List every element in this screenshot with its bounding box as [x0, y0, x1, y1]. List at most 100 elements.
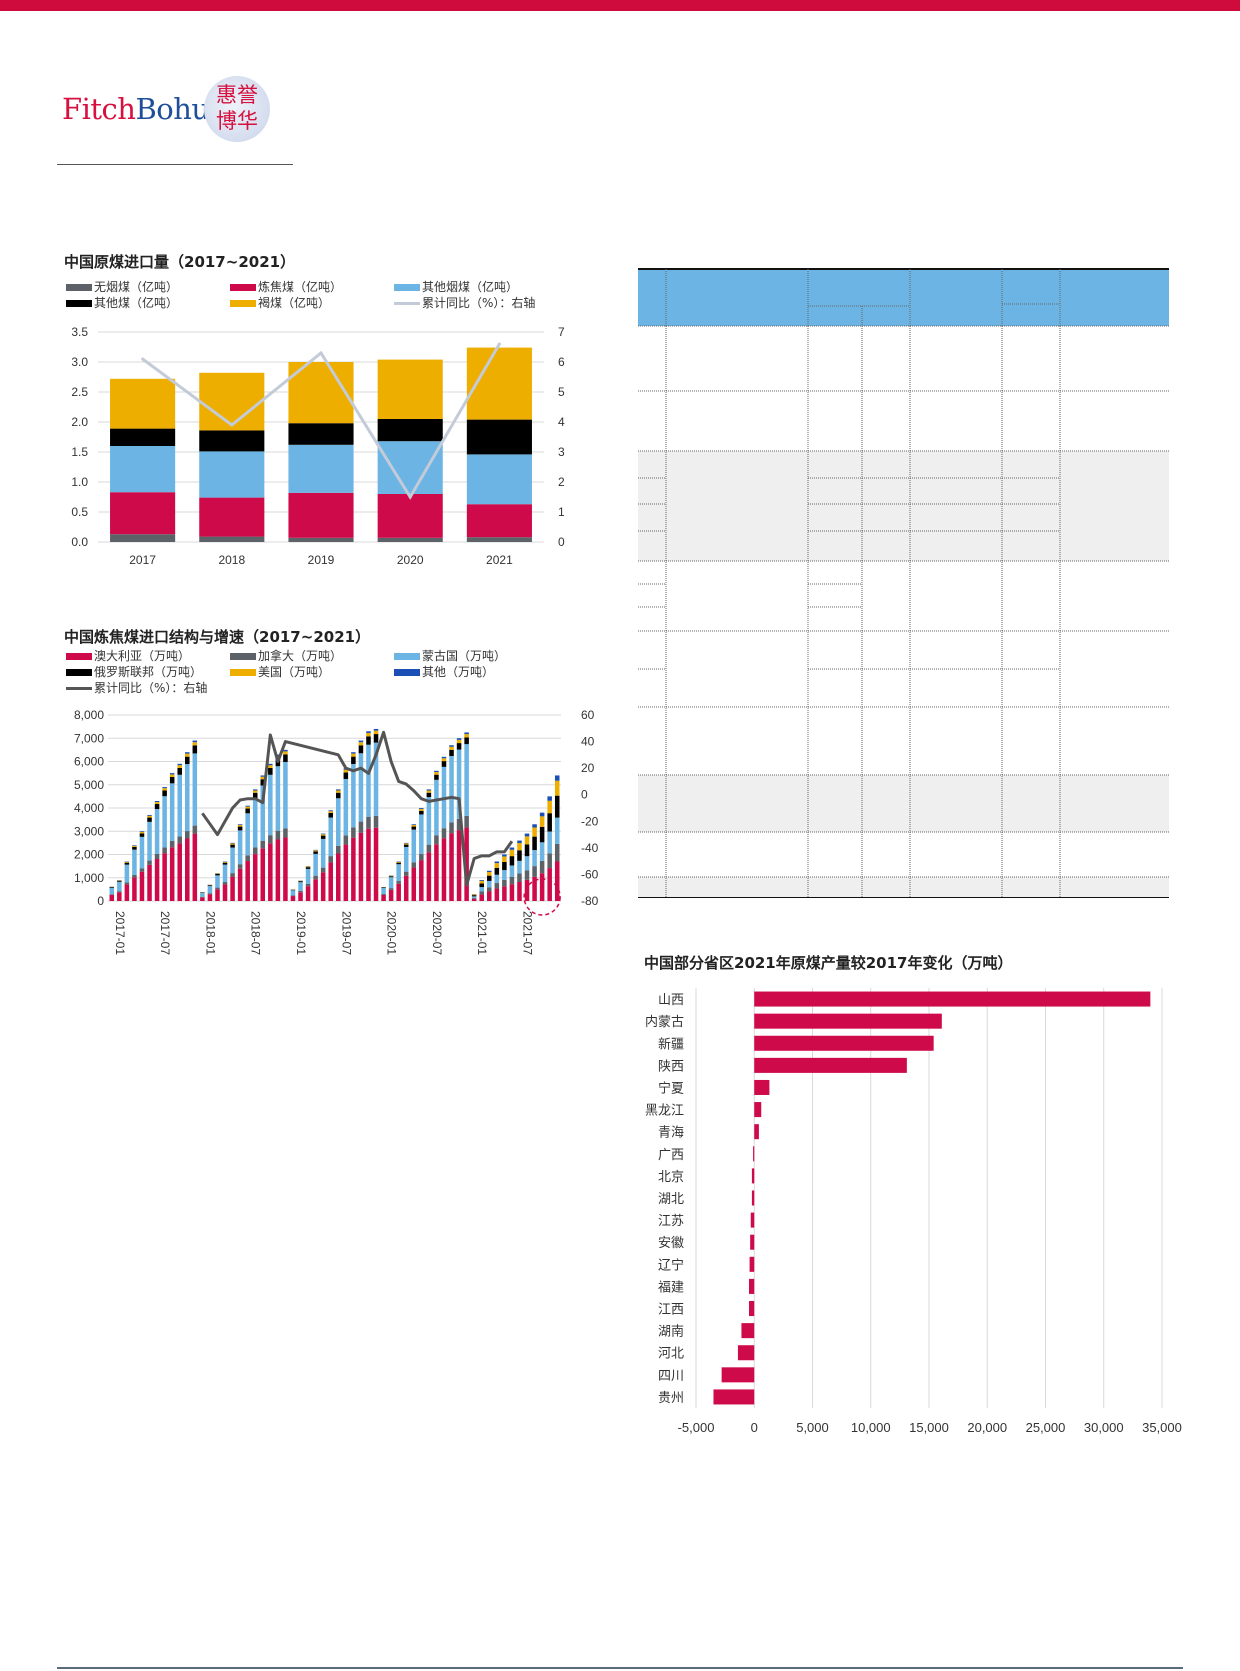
chart2-legend-item-5-swatch: [394, 669, 420, 676]
chart2-bar-0-24: [290, 896, 296, 901]
chart2-bar-0-12: [200, 897, 205, 901]
chart1-bar-2-1: [199, 451, 265, 498]
chart2-bar-5-4: [139, 831, 145, 832]
chart2-bar-0-15: [222, 884, 228, 901]
chart2-bar-4-31: [343, 769, 349, 773]
chart2-bar-4-42: [426, 790, 432, 793]
chart2-bar-1-47: [464, 815, 469, 828]
chart3-xtick-6: 25,000: [1026, 1420, 1066, 1435]
chart2-highlight-circle: [523, 878, 561, 916]
chart2-bar-3-55: [524, 844, 530, 857]
chart2-y2tick-6: 40: [581, 735, 595, 749]
chart2-bar-5-57: [539, 812, 545, 817]
chart3-bar-2: [754, 1035, 934, 1051]
chart2-ytick-4: 4,000: [74, 801, 104, 815]
chart1-legend-item-3: 其他煤（亿吨）: [66, 295, 178, 311]
chart2-bar-4-44: [441, 758, 447, 762]
chart2-bar-2-55: [524, 856, 530, 871]
chart2-bar-2-33: [358, 753, 364, 822]
chart2-bar-0-29: [328, 862, 333, 901]
chart1-legend-item-0-swatch: [66, 284, 92, 291]
chart2-bar-0-36: [381, 894, 386, 901]
chart2-bar-3-0: [109, 887, 115, 888]
chart2-bar-4-54: [517, 843, 522, 851]
chart2-bar-3-44: [441, 761, 447, 767]
chart1-bar-2-3: [377, 441, 443, 494]
chart2-bar-3-26: [305, 867, 311, 869]
chart1-bar-2-4: [466, 454, 532, 505]
chart1-y2tick-0: 0: [558, 535, 565, 549]
chart2-bar-2-2: [124, 864, 130, 883]
chart2-bar-5-49: [479, 880, 484, 881]
chart2-bar-1-51: [494, 883, 500, 889]
chart2-bar-0-30: [336, 853, 341, 901]
chart2-bar-2-21: [268, 774, 273, 836]
chart2-bar-4-34: [366, 732, 371, 737]
chart3-category-16: 河北: [658, 1346, 684, 1361]
chart1-legend-item-2: 其他烟煤（亿吨）: [394, 279, 518, 295]
chart2-bar-2-45: [449, 756, 454, 823]
chart2-bar-1-34: [366, 816, 371, 829]
chart2-bar-3-46: [456, 743, 462, 750]
chart1-legend-item-0-label: 无烟煤（亿吨）: [94, 280, 179, 294]
chart2-bar-1-37: [388, 888, 394, 890]
chart2-bar-3-13: [207, 885, 213, 887]
chart2-bar-5-10: [185, 752, 190, 754]
chart3-bar-4: [754, 1079, 770, 1095]
chart2-bar-1-52: [502, 879, 507, 887]
chart2-legend-item-1-swatch: [230, 653, 256, 660]
chart2-bar-4-58: [547, 800, 552, 814]
chart3-xtick-4: 15,000: [909, 1420, 949, 1435]
chart2-bar-3-34: [366, 736, 371, 745]
chart2-bar-0-0: [109, 894, 115, 901]
chart2-bar-1-21: [268, 835, 273, 844]
chart2-bar-4-28: [320, 834, 326, 836]
chart2-bar-2-31: [343, 778, 349, 836]
chart2-bar-2-10: [185, 764, 190, 832]
table-shaded-row-2: [638, 877, 1169, 898]
chart2-bar-5-30: [336, 789, 341, 791]
chart2-bar-3-10: [185, 756, 190, 765]
chart2-bar-3-29: [328, 813, 333, 818]
chart2-bar-1-19: [252, 847, 258, 855]
chart2-bar-4-11: [192, 742, 198, 746]
chart1-title: 中国原煤进口量（2017~2021）: [64, 253, 296, 271]
chart2-bar-3-47: [464, 737, 469, 745]
chart3-bar-0: [754, 991, 1151, 1007]
chart2-bar-3-58: [547, 813, 552, 832]
chart2-bar-1-59: [554, 843, 560, 862]
chart1-bar-2-2: [288, 444, 354, 493]
table-shaded-row-1: [638, 775, 1169, 832]
chart1-bar-0-2: [288, 537, 354, 542]
chart2-bar-2-20: [260, 785, 266, 841]
chart1-legend-item-0: 无烟煤（亿吨）: [66, 279, 178, 295]
chart2-legend-item-line: 累计同比（%）：右轴: [66, 680, 207, 696]
chart2-bar-2-50: [487, 880, 492, 888]
chart3-category-6: 青海: [658, 1125, 684, 1140]
chart2-bar-4-2: [124, 861, 130, 863]
chart2-bar-0-26: [305, 886, 311, 901]
chart2-bar-0-40: [411, 867, 417, 901]
chart2-bar-0-28: [320, 872, 326, 901]
chart2-bar-3-24: [290, 889, 296, 891]
chart2-bar-0-33: [358, 832, 364, 901]
chart2-bar-1-45: [449, 822, 454, 834]
chart2-bar-0-10: [185, 838, 190, 901]
chart2-bar-3-2: [124, 862, 130, 865]
chart2-bar-2-42: [426, 797, 432, 845]
chart2-bar-2-9: [177, 774, 182, 837]
chart2-bar-3-59: [554, 795, 560, 818]
chart2-bar-1-26: [305, 883, 311, 887]
chart2-bar-1-39: [403, 871, 409, 876]
chart2-bar-1-44: [441, 828, 447, 839]
top-accent-bar: [0, 0, 1240, 11]
chart2-bar-4-59: [554, 780, 560, 796]
chart2-bar-5-32: [351, 752, 356, 754]
chart2-bar-4-16: [230, 843, 235, 845]
chart2-bar-0-4: [139, 871, 145, 901]
chart2-bar-3-11: [192, 745, 198, 754]
chart2-bar-1-2: [124, 882, 130, 885]
chart2-bar-1-12: [200, 896, 205, 898]
chart1-ytick-4: 2.0: [71, 415, 88, 429]
chart2-bar-1-1: [117, 891, 122, 893]
